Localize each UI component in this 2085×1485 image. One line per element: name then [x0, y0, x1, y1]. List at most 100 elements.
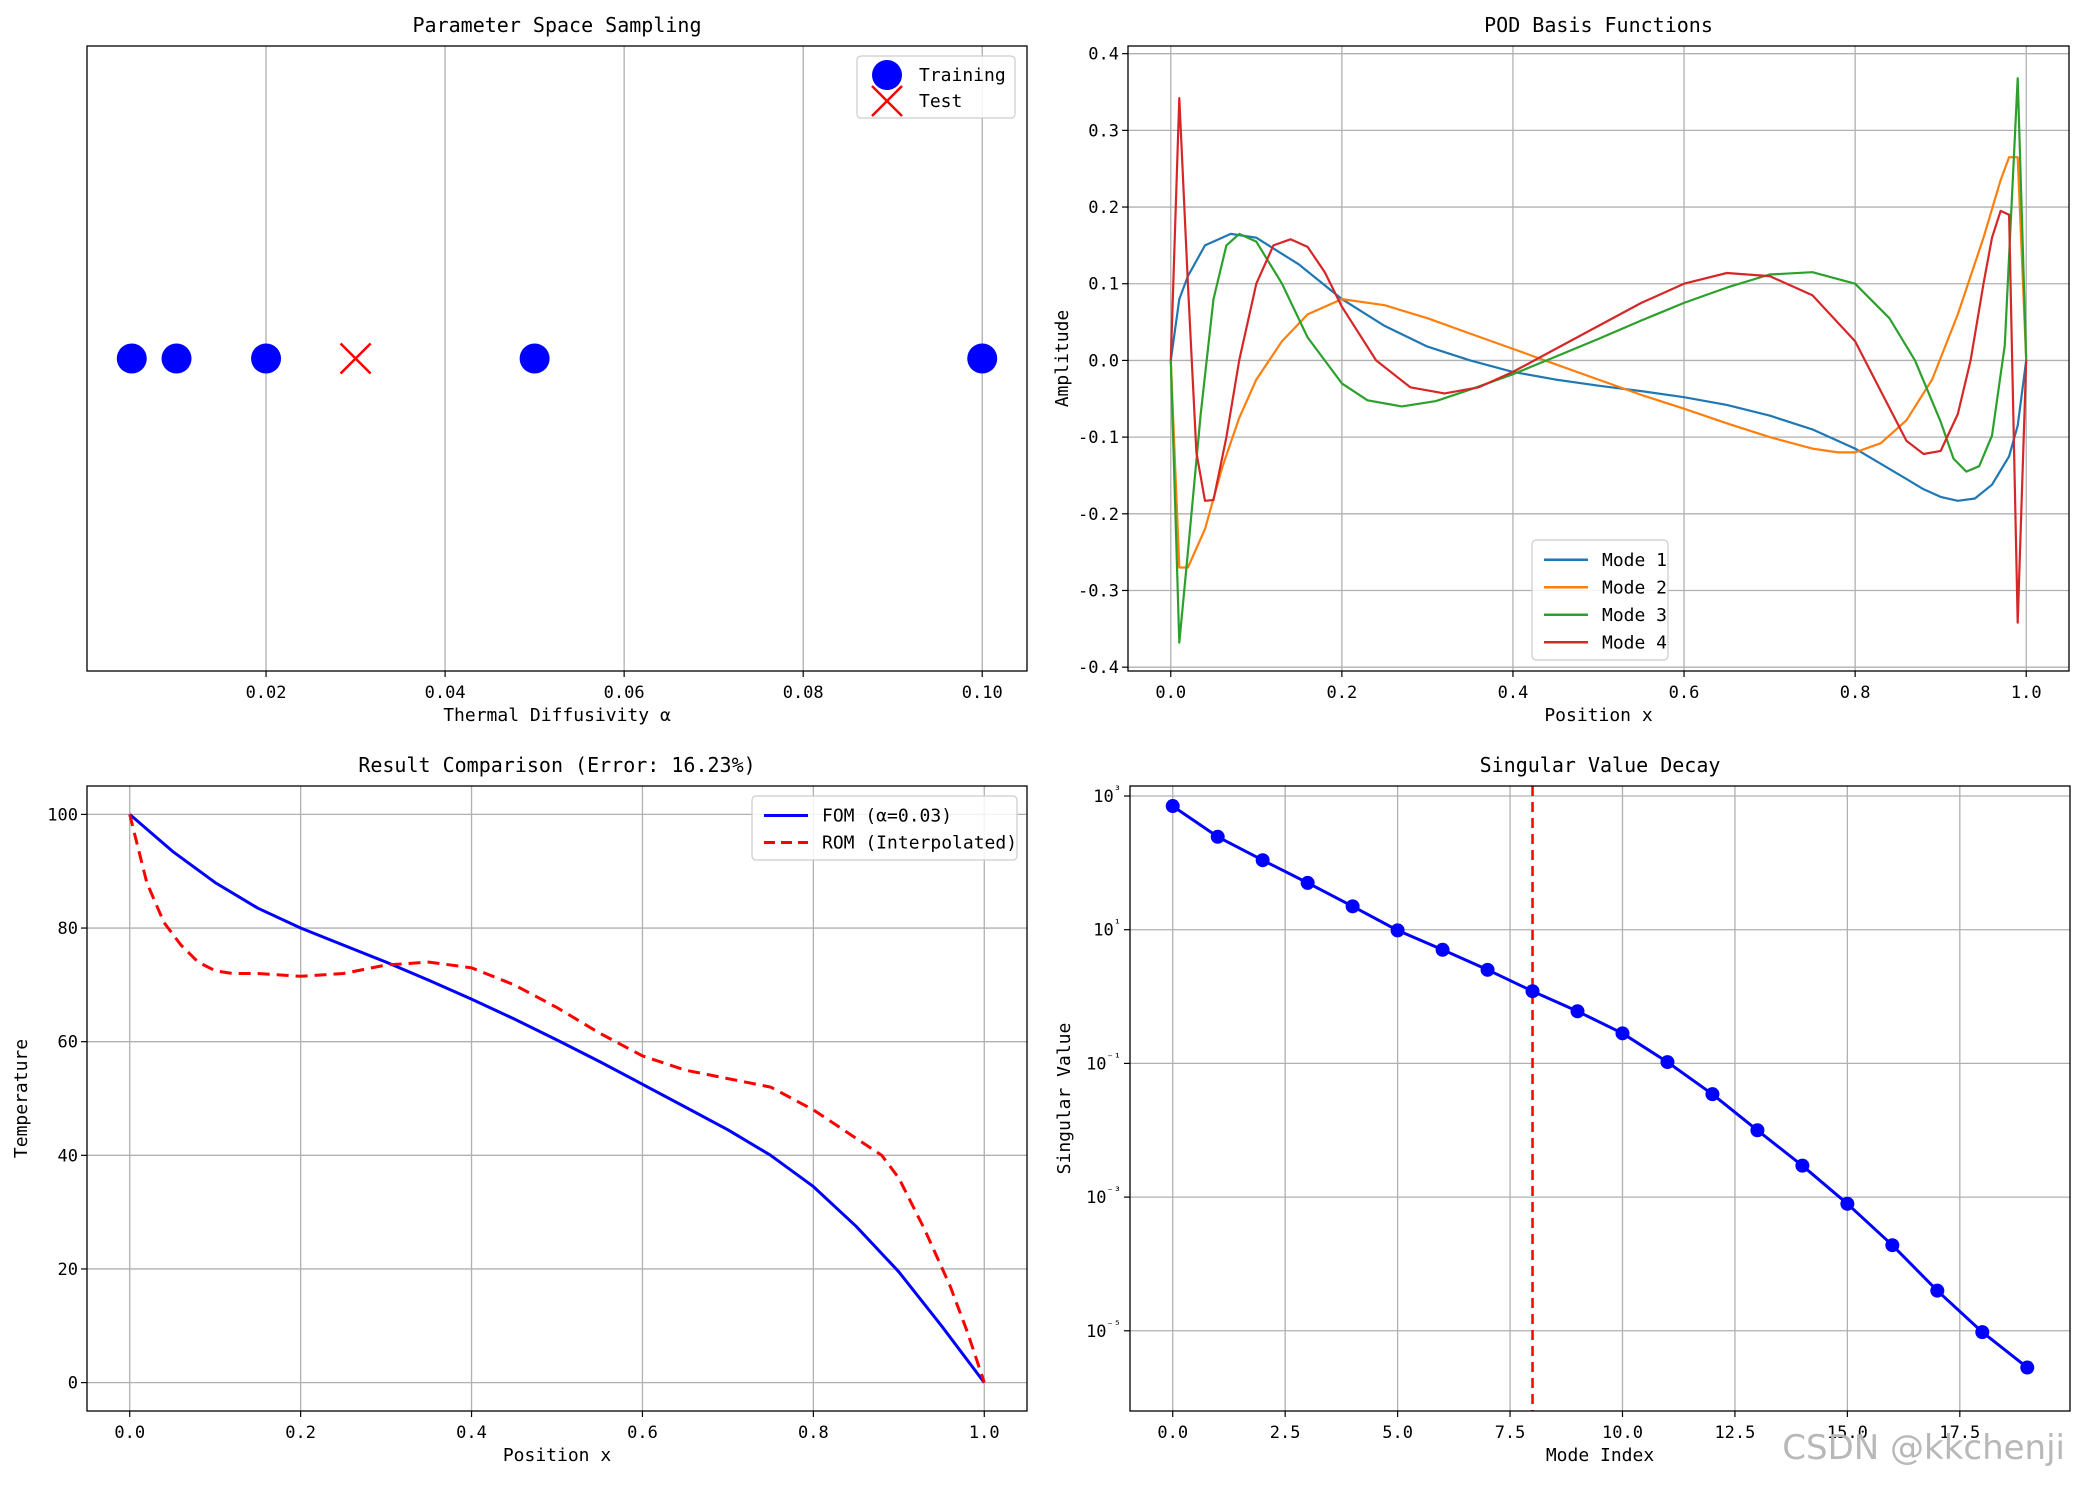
x-tick-label: 0.2: [285, 1423, 316, 1443]
data-point: [1390, 923, 1405, 938]
series-line-2: [128, 814, 986, 1384]
data-point: [1750, 1123, 1765, 1138]
legend-label: Mode 1: [1602, 550, 1667, 571]
legend: Training Test: [856, 55, 1016, 119]
data-point: [1615, 1026, 1630, 1041]
watermark: CSDN @kkchenji: [1782, 1428, 2065, 1468]
x-tick-label: 10.0: [1602, 1423, 1643, 1443]
x-tick-label: 0.02: [246, 683, 287, 703]
y-axis-label: Singular Value: [1054, 1023, 1075, 1175]
data-point: [1210, 829, 1225, 844]
x-tick-label: 0.08: [783, 683, 824, 703]
x-tick-label: 0.4: [1498, 683, 1529, 703]
axes-frame: [1129, 785, 2071, 1412]
x-axis-label: Position x: [503, 1445, 612, 1466]
y-tick-label: 0.0: [1088, 351, 1119, 371]
x-tick-label: 15.0: [1827, 1423, 1868, 1443]
legend-label: Test: [919, 91, 962, 112]
chart-title: Result Comparison (Error: 16.23%): [358, 753, 755, 777]
chart-p4: 0.0 2.5 5.0 7.5 10.0 12.5 15.0 17.5 10³ 10¹ 10⁻¹ 10…: [1054, 753, 2071, 1466]
y-tick-label: 0.4: [1088, 45, 1119, 65]
data-point: [1165, 799, 1180, 814]
y-tick-label: 80: [58, 919, 78, 939]
x-axis-label: Position x: [1544, 705, 1653, 726]
data-point: [1885, 1238, 1900, 1253]
y-tick-label: 10³: [1093, 783, 1121, 807]
chart-title: POD Basis Functions: [1484, 13, 1713, 37]
x-axis-label: Thermal Diffusivity α: [443, 705, 671, 726]
legend-marker: [871, 85, 903, 117]
x-tick-label: 7.5: [1495, 1423, 1526, 1443]
chart-title: Singular Value Decay: [1480, 753, 1721, 777]
data-point: [1345, 899, 1360, 914]
y-tick-label: 10⁻¹: [1086, 1050, 1121, 1074]
x-tick-label: 0.4: [456, 1423, 487, 1443]
legend-box: [1531, 539, 1669, 661]
legend-marker: [872, 60, 902, 90]
y-tick-label: -0.2: [1078, 505, 1119, 525]
data-point: [1525, 984, 1540, 999]
data-point: [1480, 962, 1495, 977]
x-tick-label: 0.6: [1669, 683, 1700, 703]
y-axis-label: Amplitude: [1052, 310, 1073, 408]
data-point: [1570, 1004, 1585, 1019]
y-tick-label: 40: [58, 1146, 78, 1166]
y-tick-label: 10⁻³: [1086, 1184, 1121, 1208]
plot-area: [116, 342, 998, 375]
x-tick-label: 0.06: [604, 683, 645, 703]
legend-label: ROM (Interpolated): [822, 833, 1017, 854]
axes-frame: [86, 45, 1028, 672]
chart-title: Parameter Space Sampling: [413, 13, 702, 37]
x-tick-label: 1.0: [969, 1423, 1000, 1443]
legend-label: FOM (α=0.03): [822, 806, 952, 827]
series-line-1: [1169, 232, 2028, 502]
x-tick-label: 0.0: [114, 1423, 145, 1443]
x-tick-label: 0.0: [1155, 683, 1186, 703]
plot-area: [128, 813, 986, 1384]
grid-lines: [87, 786, 1027, 1411]
y-tick-label: 10¹: [1093, 917, 1121, 941]
axes-frame: [86, 785, 1028, 1412]
y-tick-label: -0.1: [1078, 428, 1119, 448]
y-tick-label: 20: [58, 1260, 78, 1280]
data-point: [1975, 1325, 1990, 1340]
series-line-3: [1169, 77, 2028, 644]
legend: FOM (α=0.03) ROM (Interpolated): [751, 795, 1018, 861]
legend-label: Training: [919, 65, 1006, 86]
chart-p2: 0.0 0.2 0.4 0.6 0.8 1.0 -0.4 -0.3 -0.2 -0.1 0.0 0.1…: [1052, 13, 2070, 726]
y-tick-label: 0: [68, 1374, 78, 1394]
data-point-x: [339, 342, 372, 375]
x-tick-label: 0.04: [425, 683, 466, 703]
legend: Mode 1 Mode 2 Mode 3 Mode 4: [1531, 539, 1669, 661]
x-tick-label: 0.6: [627, 1423, 658, 1443]
x-tick-label: 5.0: [1382, 1423, 1413, 1443]
legend-label: Mode 3: [1602, 605, 1667, 626]
plot-area: [1165, 786, 2035, 1411]
axes-frame: [1127, 45, 2070, 672]
data-point: [1840, 1196, 1855, 1211]
x-tick-label: 0.2: [1327, 683, 1358, 703]
y-tick-label: -0.4: [1078, 658, 1119, 678]
series-line-1: [1171, 804, 2029, 1369]
y-tick-label: 0.3: [1088, 121, 1119, 141]
legend-label: Mode 2: [1602, 577, 1667, 598]
data-point: [1660, 1055, 1675, 1070]
data-point: [116, 343, 147, 374]
y-axis-label: Temperature: [11, 1039, 32, 1158]
y-tick-label: 0.2: [1088, 198, 1119, 218]
x-tick-label: 0.8: [1840, 683, 1871, 703]
grid-lines: [1130, 786, 2070, 1411]
x-tick-label: 17.5: [1939, 1423, 1980, 1443]
chart-p3: 0.0 0.2 0.4 0.6 0.8 1.0 0 20 40 60 80 100 Result Com…: [11, 753, 1028, 1466]
x-tick-label: 0.10: [962, 683, 1003, 703]
series-line-1: [128, 813, 986, 1384]
data-point: [1255, 853, 1270, 868]
data-point: [1300, 875, 1315, 890]
legend-box: [751, 795, 1018, 861]
data-point: [1705, 1087, 1720, 1102]
y-tick-label: -0.3: [1078, 581, 1119, 601]
y-tick-label: 60: [58, 1033, 78, 1053]
chart-p1: 0.02 0.04 0.06 0.08 0.10 Parameter Space Samp…: [86, 13, 1028, 726]
x-tick-label: 12.5: [1714, 1423, 1755, 1443]
